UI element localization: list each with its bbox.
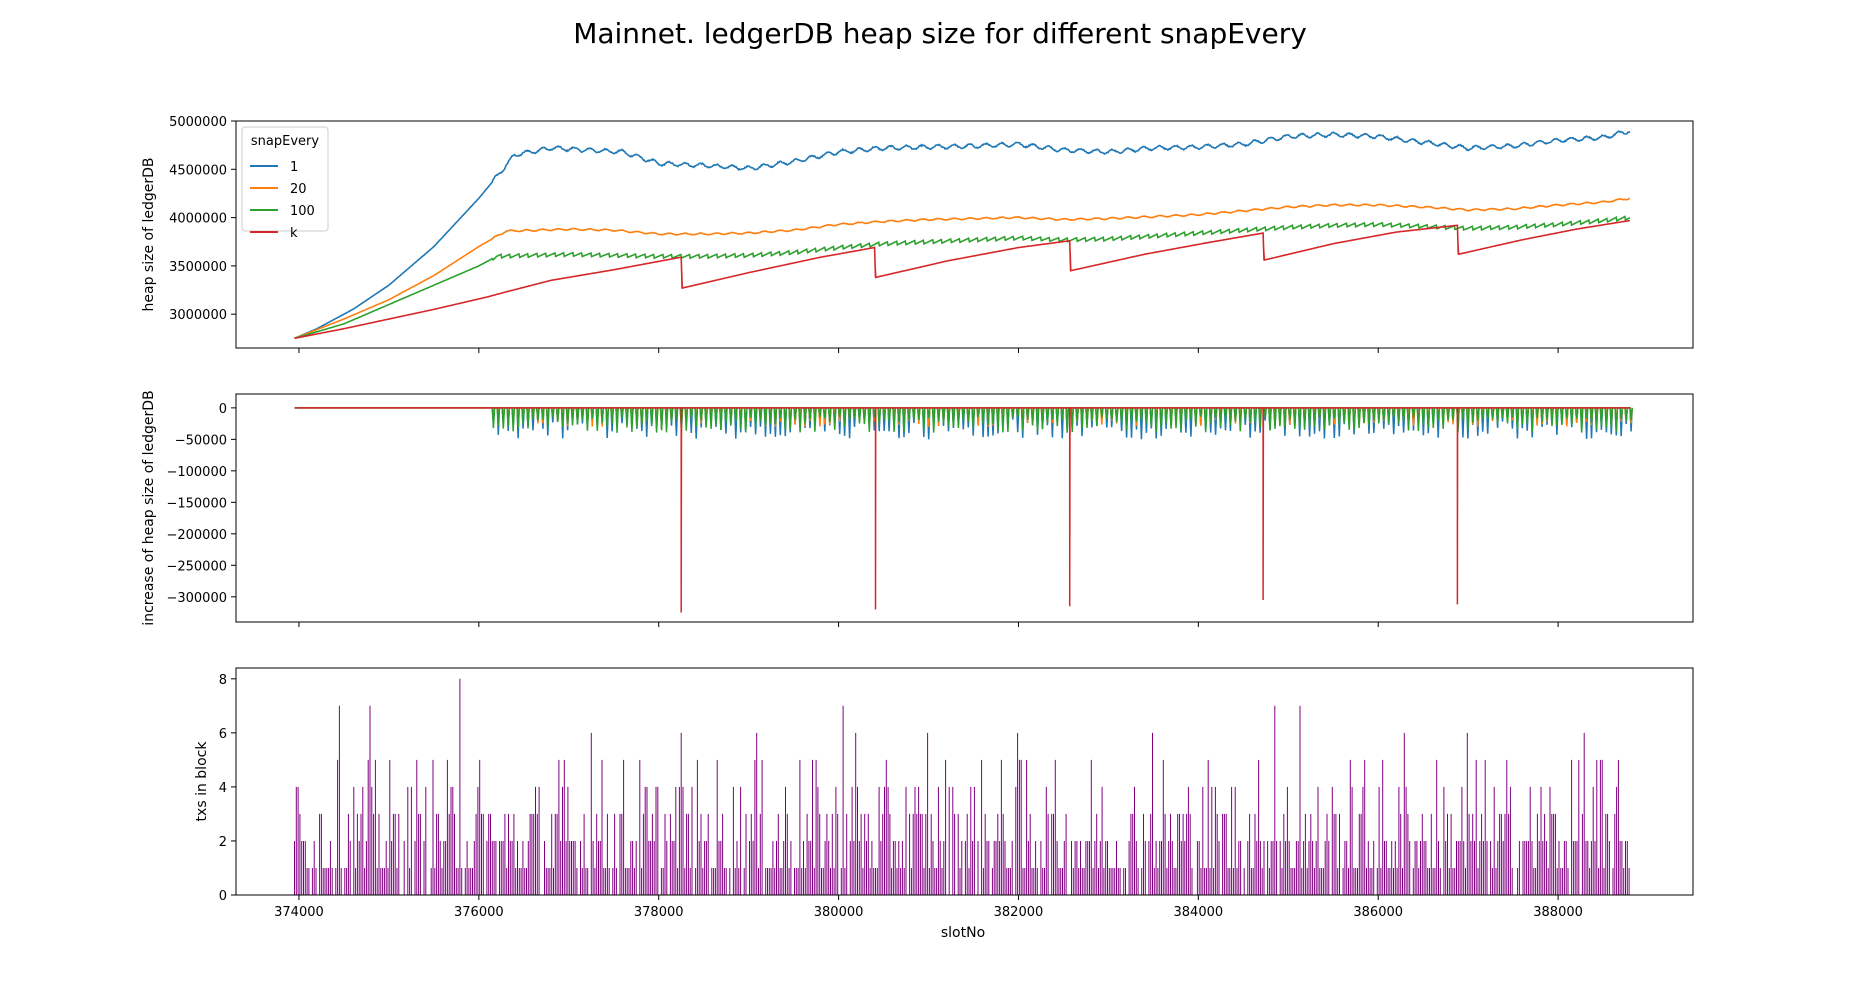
axes-frame [235, 120, 1694, 349]
y-tick-label: 0 [219, 889, 227, 904]
y-tick-label: −100000 [166, 465, 227, 480]
x-tick-label: 376000 [454, 905, 504, 920]
series-line-100 [294, 215, 1631, 340]
y-tick-label: 2 [219, 835, 227, 850]
y-tick-label: −150000 [166, 496, 227, 511]
y-axis-label: increase of heap size of ledgerDB [141, 390, 157, 625]
x-tick-label: 378000 [634, 905, 684, 920]
y-tick-label: −250000 [166, 559, 227, 574]
series-line-1 [294, 130, 1631, 340]
axes-frame [235, 393, 1694, 623]
y-tick-label: 4000000 [169, 212, 227, 227]
y-tick-label: −200000 [166, 528, 227, 543]
y-tick-label: −300000 [166, 591, 227, 606]
legend-label-1: 1 [290, 160, 298, 175]
y-axis-label: txs in block [194, 741, 210, 822]
y-tick-label: 0 [219, 402, 227, 417]
legend: snapEvery 1 20 100 k [241, 126, 329, 241]
legend-label-100: 100 [290, 204, 315, 219]
x-axis-label: slotNo [941, 925, 985, 941]
legend-label-k: k [290, 226, 298, 241]
y-tick-label: 4500000 [169, 163, 227, 178]
x-tick-label: 380000 [814, 905, 864, 920]
x-tick-label: 384000 [1174, 905, 1224, 920]
legend-box [241, 126, 329, 232]
heap-size-panel: 3000000 3500000 4000000 4500000 5000000 heap … [141, 115, 1694, 353]
x-tick-label: 382000 [994, 905, 1044, 920]
x-tick-label: 386000 [1353, 905, 1403, 920]
y-tick-label: 3500000 [169, 260, 227, 275]
figure-title: Mainnet. ledgerDB heap size for differen… [573, 17, 1307, 50]
series-line-20 [294, 197, 1630, 340]
heap-increase-panel: 0 −50000 −100000 −150000 −200000 −250000 −3000… [141, 390, 1694, 627]
increase-line-k [294, 407, 1630, 613]
series-line-k [294, 219, 1630, 340]
y-tick-label: 4 [219, 781, 227, 796]
y-tick-label: −50000 [175, 433, 227, 448]
x-tick-label: 388000 [1533, 905, 1583, 920]
axes-frame [235, 667, 1694, 896]
y-tick-label: 6 [219, 727, 227, 742]
txs-bars [294, 678, 1630, 895]
legend-label-20: 20 [290, 182, 307, 197]
x-tick-label: 374000 [274, 905, 324, 920]
txs-in-block-panel: 0 2 4 6 8 374000 376000 378000 380000 382000 38400… [194, 667, 1694, 920]
y-tick-label: 8 [219, 673, 227, 688]
y-axis-label: heap size of ledgerDB [141, 158, 157, 312]
y-tick-label: 3000000 [169, 308, 227, 323]
legend-title: snapEvery [251, 134, 319, 149]
y-tick-label: 5000000 [169, 115, 227, 130]
